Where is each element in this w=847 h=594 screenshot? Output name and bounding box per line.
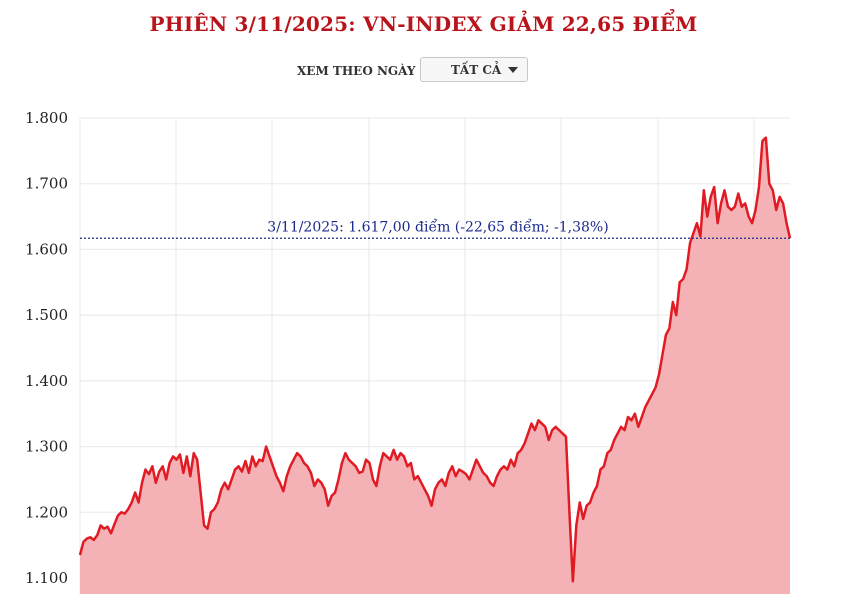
reference-annotation: 3/11/2025: 1.617,00 điểm (-22,65 điểm; -… <box>267 217 608 235</box>
y-tick-label: 1.700 <box>25 175 68 193</box>
y-axis: 1.100 1.200 1.300 1.400 1.500 1.600 1.700 1.800 <box>25 109 68 587</box>
y-tick-label: 1.500 <box>25 306 68 324</box>
y-tick-label: 1.600 <box>25 240 68 258</box>
y-tick-label: 1.300 <box>25 438 68 456</box>
y-tick-label: 1.100 <box>25 569 68 587</box>
range-select-value: TẤT CẢ <box>451 63 502 77</box>
y-tick-label: 1.800 <box>25 109 68 127</box>
filter-label: XEM THEO NGÀY <box>297 64 416 78</box>
index-line <box>78 136 792 583</box>
chevron-down-icon <box>508 67 518 73</box>
chart-title: PHIÊN 3/11/2025: VN-INDEX GIẢM 22,65 ĐIỂ… <box>149 12 698 36</box>
y-tick-label: 1.400 <box>25 372 68 390</box>
y-tick-label: 1.200 <box>25 503 68 521</box>
date-filter: XEM THEO NGÀY TẤT CẢ <box>0 57 847 85</box>
index-area <box>80 137 790 594</box>
range-select[interactable]: TẤT CẢ <box>420 57 528 82</box>
